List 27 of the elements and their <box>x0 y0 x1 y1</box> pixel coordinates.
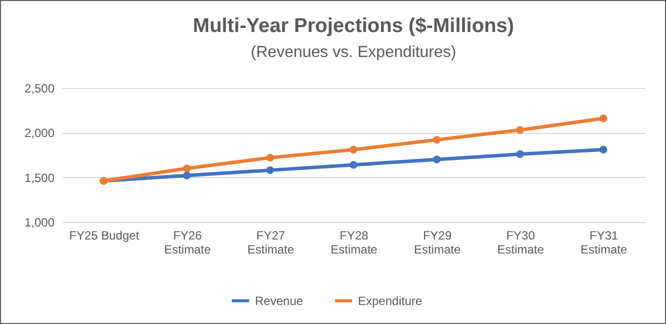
point <box>183 172 191 180</box>
point <box>350 146 358 154</box>
x-tick-label: FY27 Estimate <box>247 228 294 256</box>
y-tick-label: 2,000 <box>24 126 55 140</box>
y-tick-label: 1,000 <box>24 216 55 230</box>
point <box>432 136 441 144</box>
legend-label: Expenditure <box>358 294 422 308</box>
x-tick-label: FY26 Estimate <box>164 228 212 256</box>
point <box>516 150 524 158</box>
x-tick-label: FY30 Estimate <box>497 228 544 256</box>
chart-title: Multi-Year Projections ($-Millions) <box>192 15 514 37</box>
point <box>599 114 608 122</box>
x-tick-label: FY28 Estimate <box>330 228 378 256</box>
x-tick-label: FY29 Estimate <box>414 228 461 256</box>
point <box>432 156 441 164</box>
y-tick-label: 1,500 <box>24 170 55 185</box>
point <box>183 164 191 172</box>
point <box>266 154 274 162</box>
y-tick-label: 2,500 <box>24 82 55 96</box>
chart-subtitle: (Revenues vs. Expenditures) <box>250 44 456 61</box>
x-tick-label: FY25 Budget <box>69 228 140 242</box>
point <box>516 126 524 134</box>
point <box>350 160 358 169</box>
point <box>266 166 274 174</box>
legend-label: Revenue <box>255 294 304 308</box>
x-tick-label: FY31 Estimate <box>580 228 628 256</box>
point <box>599 146 608 154</box>
